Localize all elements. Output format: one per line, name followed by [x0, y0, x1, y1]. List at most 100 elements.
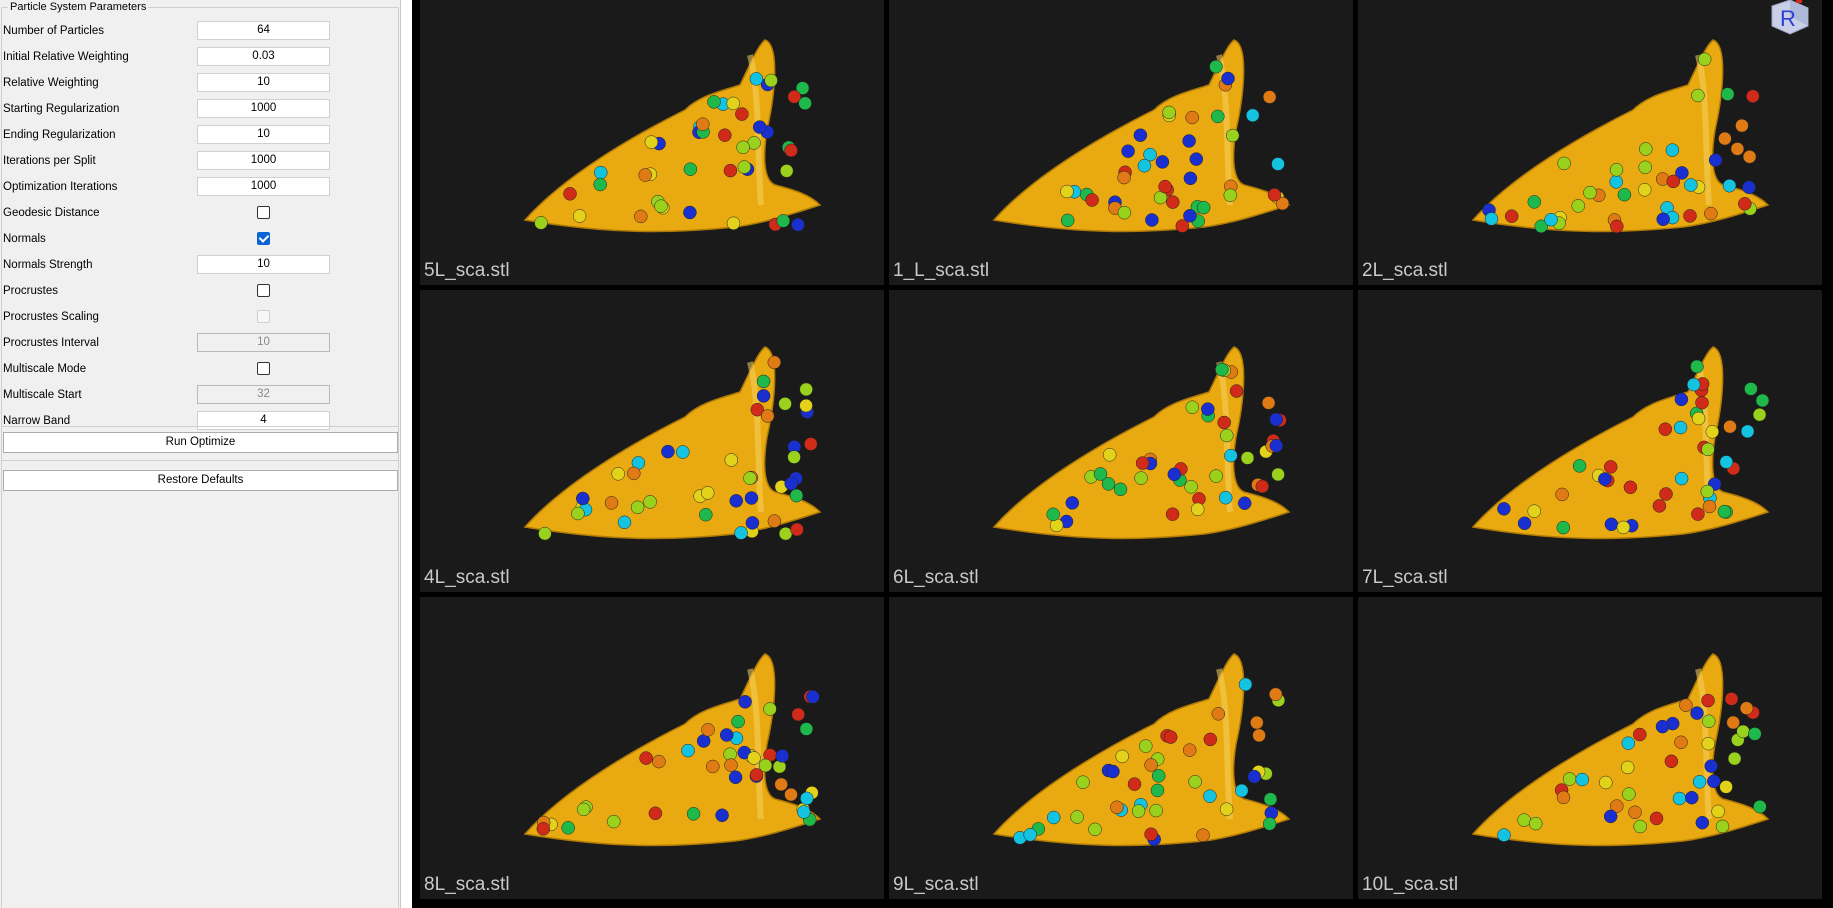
- correspondence-particle: [718, 128, 732, 142]
- correspondence-particle: [787, 450, 801, 464]
- correspondence-particle: [1221, 71, 1235, 86]
- scapula-surface: [523, 39, 822, 233]
- correspondence-particle: [1664, 754, 1679, 769]
- correspondence-particle: [1215, 362, 1229, 377]
- correspondence-particle: [1182, 743, 1197, 757]
- shape-viewport[interactable]: 2L_sca.stl: [1358, 0, 1822, 285]
- correspondence-particle: [1603, 460, 1618, 474]
- correspondence-particle: [699, 507, 713, 522]
- correspondence-particle: [1695, 395, 1709, 410]
- correspondence-particle: [791, 217, 805, 232]
- correspondence-particle: [1702, 714, 1716, 729]
- correspondence-particle: [1609, 175, 1623, 189]
- shape-viewport[interactable]: 1_L_sca.stl: [889, 0, 1353, 285]
- correspondence-particle: [1234, 783, 1249, 798]
- correspondence-particle: [1598, 472, 1612, 486]
- shape-viewport[interactable]: 4L_sca.stl: [420, 290, 884, 592]
- run-optimize-button[interactable]: Run Optimize: [3, 432, 398, 453]
- correspondence-particle: [737, 160, 752, 174]
- correspondence-particle: [1675, 166, 1689, 180]
- shape-viewport[interactable]: 10L_sca.stl: [1358, 597, 1822, 899]
- shape-viewport[interactable]: 8L_sca.stl: [420, 597, 884, 899]
- shape-viewport[interactable]: 9L_sca.stl: [889, 597, 1353, 899]
- correspondence-particle: [1599, 775, 1613, 790]
- correspondence-particle: [784, 476, 798, 491]
- correspondence-particle: [1224, 448, 1238, 463]
- correspondence-particle: [734, 526, 748, 540]
- correspondence-particle: [787, 90, 802, 104]
- param-label: Normals: [3, 233, 46, 245]
- initial-relative-weighting-input[interactable]: 0.03: [197, 47, 330, 66]
- correspondence-particle: [1135, 456, 1150, 470]
- correspondence-particle: [1616, 520, 1631, 535]
- shape-filename: 7L_sca.stl: [1362, 567, 1448, 588]
- scapula-mesh-render: [992, 653, 1291, 847]
- correspondence-particle: [639, 751, 653, 765]
- correspondence-particle: [1742, 180, 1756, 195]
- correspondence-particle: [726, 96, 740, 111]
- correspondence-particle: [731, 714, 745, 729]
- correspondence-particle: [1211, 707, 1226, 721]
- shape-filename: 1_L_sca.stl: [893, 260, 990, 281]
- param-row-number-of-particles: Number of Particles 64: [3, 19, 393, 43]
- correspondence-particle: [1575, 772, 1589, 787]
- restore-defaults-button[interactable]: Restore Defaults: [3, 470, 398, 491]
- correspondence-particle: [724, 453, 739, 467]
- correspondence-particle: [1755, 393, 1770, 408]
- correspondence-particle: [790, 522, 804, 537]
- correspondence-particle: [1658, 422, 1673, 436]
- correspondence-particle: [1727, 751, 1742, 766]
- correspondence-particle: [627, 466, 641, 481]
- correspondence-particle: [1133, 128, 1148, 142]
- multiscale-mode-checkbox[interactable]: [257, 362, 270, 375]
- correspondence-particle: [1622, 787, 1636, 801]
- correspondence-particle: [1739, 701, 1754, 715]
- correspondence-particle: [1237, 496, 1252, 510]
- correspondence-particle: [799, 722, 814, 736]
- correspondence-particle: [1218, 490, 1233, 505]
- relative-weighting-input[interactable]: 10: [197, 73, 330, 92]
- correspondence-particle: [744, 491, 759, 505]
- ending-regularization-input[interactable]: 10: [197, 125, 330, 144]
- correspondence-particle: [1744, 382, 1758, 396]
- correspondence-particle: [1686, 377, 1701, 392]
- correspondence-particle: [1736, 724, 1750, 739]
- correspondence-particle: [1752, 407, 1767, 422]
- correspondence-particle: [1263, 792, 1278, 806]
- correspondence-particle: [1701, 693, 1715, 708]
- procrustes-checkbox[interactable]: [257, 284, 270, 297]
- correspondence-particle: [1497, 502, 1511, 516]
- shape-viewport[interactable]: 6L_sca.stl: [889, 290, 1353, 592]
- param-row-iterations-per-split: Iterations per Split 1000: [3, 149, 393, 173]
- correspondence-particle: [648, 806, 663, 821]
- number-of-particles-input[interactable]: 64: [197, 21, 330, 40]
- correspondence-particle: [1240, 451, 1255, 465]
- geodesic-distance-checkbox[interactable]: [257, 206, 270, 219]
- correspondence-particle: [1620, 760, 1635, 775]
- normals-checkbox[interactable]: [257, 232, 270, 245]
- correspondence-particle: [1220, 428, 1234, 443]
- correspondence-particle: [1106, 764, 1120, 779]
- correspondence-particle: [1144, 758, 1158, 772]
- optimization-iterations-input[interactable]: 1000: [197, 177, 330, 196]
- narrow-band-input[interactable]: 4: [197, 411, 330, 430]
- iterations-per-split-input[interactable]: 1000: [197, 151, 330, 170]
- correspondence-particle: [1683, 209, 1697, 223]
- correspondence-particle: [536, 822, 551, 836]
- starting-regularization-input[interactable]: 1000: [197, 99, 330, 118]
- shape-viewer[interactable]: 5L_sca.stl 1_L_sca.stl 2L_sca.stl 4L_sca.st…: [412, 0, 1833, 908]
- correspondence-particle: [1638, 160, 1652, 175]
- shape-viewport[interactable]: 5L_sca.stl: [420, 0, 884, 285]
- scapula-surface: [523, 653, 822, 847]
- correspondence-particle: [1201, 402, 1215, 416]
- correspondence-particle: [1708, 153, 1723, 167]
- multiscale-start-input: 32: [197, 385, 330, 404]
- correspondence-particle: [1557, 156, 1571, 171]
- correspondence-particle: [1262, 817, 1277, 831]
- correspondence-particle: [1269, 438, 1284, 453]
- normals-strength-input[interactable]: 10: [197, 255, 330, 274]
- correspondence-particle: [1252, 728, 1266, 743]
- shape-viewport[interactable]: 7L_sca.stl: [1358, 290, 1822, 592]
- correspondence-particle: [1659, 487, 1673, 501]
- correspondence-particle: [764, 73, 778, 88]
